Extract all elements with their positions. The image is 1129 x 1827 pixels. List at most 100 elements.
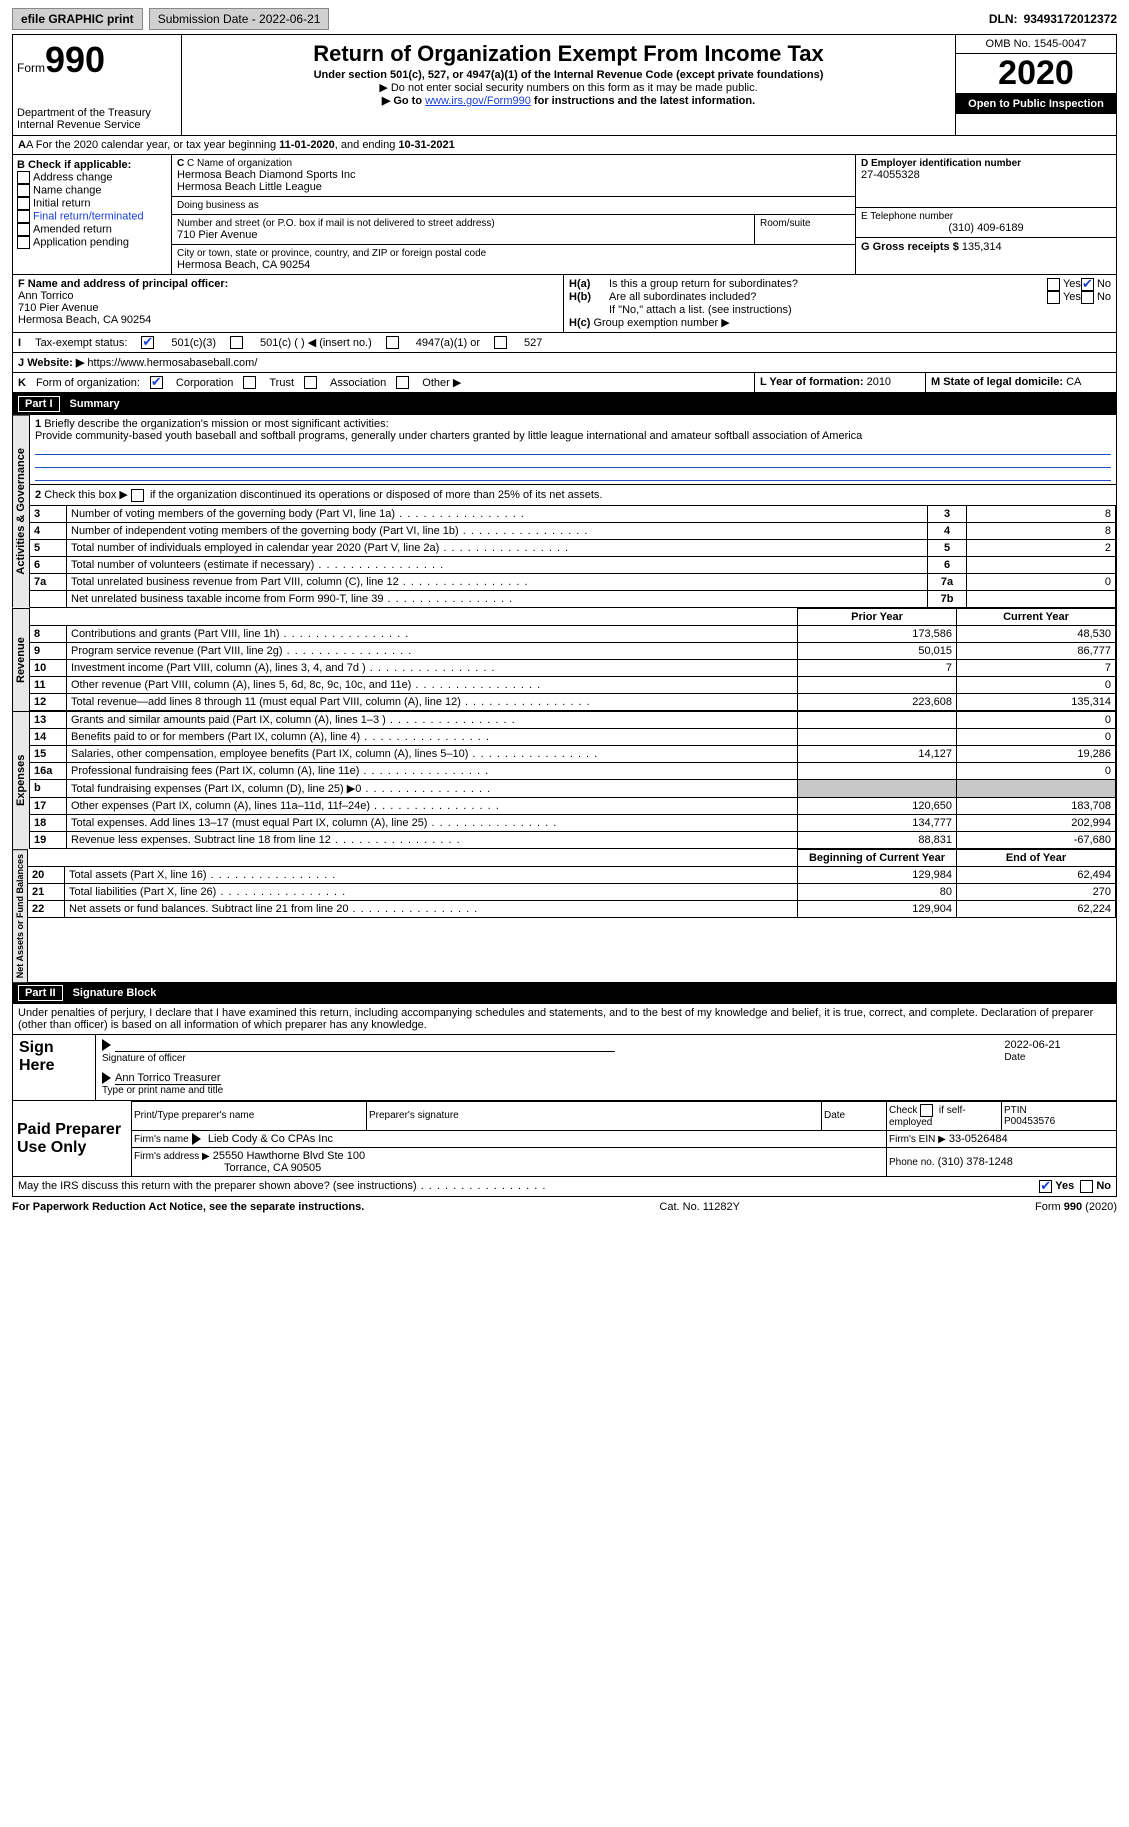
j-text: Website: ▶	[27, 357, 84, 369]
discuss-no-label: No	[1096, 1180, 1111, 1192]
yes-label: Yes	[1063, 278, 1081, 291]
opt-pending: Application pending	[33, 236, 129, 248]
opt-name: Name change	[33, 184, 102, 196]
hc-text: Group exemption number ▶	[593, 317, 729, 329]
check-527[interactable]	[494, 336, 507, 349]
ptin-value: P00453576	[1004, 1116, 1055, 1127]
box-g-label: G Gross receipts $	[861, 241, 959, 253]
form-number: 990	[45, 39, 105, 80]
line-a-mid: , and ending	[335, 139, 399, 151]
line-a-end: 10-31-2021	[398, 139, 454, 151]
firm-name: Lieb Cody & Co CPAs Inc	[208, 1133, 333, 1145]
check-pending[interactable]	[17, 236, 30, 249]
hb-yes[interactable]	[1047, 291, 1060, 304]
goto-suffix: for instructions and the latest informat…	[531, 95, 755, 107]
addr-label: Number and street (or P.O. box if mail i…	[177, 218, 749, 229]
footer-year: 2020	[1089, 1201, 1113, 1213]
arrow-icon-2	[102, 1072, 111, 1084]
opt-initial: Initial return	[33, 197, 90, 209]
ptin-label: PTIN	[1004, 1105, 1027, 1116]
discuss-row: May the IRS discuss this return with the…	[12, 1177, 1117, 1197]
arrow-icon	[102, 1039, 111, 1051]
firm-label: Firm's name	[134, 1134, 189, 1145]
cat-no: Cat. No. 11282Y	[659, 1201, 740, 1213]
mission-text: Provide community-based youth baseball a…	[35, 430, 1111, 442]
top-bar: efile GRAPHIC print Submission Date - 20…	[12, 8, 1117, 30]
org-name-1: Hermosa Beach Diamond Sports Inc	[177, 169, 850, 181]
q1-num: 1	[35, 418, 41, 430]
hb-label: H(b)	[569, 291, 609, 304]
efile-button[interactable]: efile GRAPHIC print	[12, 8, 143, 30]
website-url: https://www.hermosabaseball.com/	[87, 357, 257, 369]
opt-assoc: Association	[330, 377, 386, 389]
check-501c3[interactable]	[141, 336, 154, 349]
check-assoc[interactable]	[304, 376, 317, 389]
form-word: Form	[17, 61, 45, 75]
ha-yes[interactable]	[1047, 278, 1060, 291]
line-a-begin: 11-01-2020	[279, 139, 335, 151]
paid-title: Paid Preparer Use Only	[13, 1101, 132, 1176]
check-name[interactable]	[17, 184, 30, 197]
tax-year: 2020	[956, 53, 1116, 94]
i-text: Tax-exempt status:	[35, 337, 127, 349]
check-self-employed[interactable]	[920, 1104, 933, 1117]
no-label: No	[1097, 278, 1111, 291]
officer-addr: 710 Pier Avenue	[18, 302, 558, 314]
check-other[interactable]	[396, 376, 409, 389]
box-i: ITax-exempt status: 501(c)(3) 501(c) ( )…	[12, 333, 1117, 353]
ein-value: 27-4055328	[861, 169, 1111, 181]
prep-name-hdr: Print/Type preparer's name	[132, 1101, 367, 1130]
preparer-table: Paid Preparer Use Only Print/Type prepar…	[12, 1101, 1117, 1177]
rev-table: Prior YearCurrent Year8Contributions and…	[30, 608, 1116, 711]
tab-netassets: Net Assets or Fund Balances	[12, 849, 28, 982]
check-amended[interactable]	[17, 223, 30, 236]
check-discontinued[interactable]	[131, 489, 144, 502]
entity-block: B Check if applicable: Address change Na…	[12, 155, 1117, 275]
check-corp[interactable]	[150, 376, 163, 389]
box-c-label: C Name of organization	[187, 158, 292, 169]
l-val: 2010	[867, 376, 891, 388]
hc-label: H(c)	[569, 317, 590, 329]
yes-label-2: Yes	[1063, 291, 1081, 304]
firm-phone: (310) 378-1248	[938, 1156, 1013, 1168]
form-subtitle: Under section 501(c), 527, or 4947(a)(1)…	[186, 69, 951, 81]
officer-block: F Name and address of principal officer:…	[12, 275, 1117, 333]
discuss-yes[interactable]	[1039, 1180, 1052, 1193]
ha-text: Is this a group return for subordinates?	[609, 278, 1047, 291]
firm-ein: 33-0526484	[949, 1133, 1008, 1145]
discuss-no[interactable]	[1080, 1180, 1093, 1193]
line-a-text: A For the 2020 calendar year, or tax yea…	[26, 139, 279, 151]
firm-ein-label: Firm's EIN ▶	[889, 1134, 946, 1145]
penalty-text: Under penalties of perjury, I declare th…	[12, 1004, 1117, 1035]
goto-prefix: ▶ Go to	[382, 95, 425, 107]
check-trust[interactable]	[243, 376, 256, 389]
check-4947[interactable]	[386, 336, 399, 349]
prep-date-hdr: Date	[822, 1101, 887, 1130]
room-label: Room/suite	[754, 215, 855, 244]
opt-final: Final return/terminated	[33, 210, 144, 222]
hb-no[interactable]	[1081, 291, 1094, 304]
check-initial[interactable]	[17, 197, 30, 210]
opt-amended: Amended return	[33, 223, 112, 235]
sig-date: 2022-06-21	[1004, 1039, 1060, 1051]
opt-527: 527	[524, 337, 542, 349]
hb-note: If "No," attach a list. (see instruction…	[569, 304, 1111, 316]
instructions-link[interactable]: www.irs.gov/Form990	[425, 95, 531, 107]
sig-name-label: Type or print name and title	[102, 1085, 223, 1096]
opt-other: Other ▶	[422, 376, 461, 389]
check-final[interactable]	[17, 210, 30, 223]
sig-date-label: Date	[1004, 1052, 1025, 1063]
q1-text: Briefly describe the organization's miss…	[44, 418, 388, 430]
box-e-label: E Telephone number	[861, 211, 1111, 222]
part2-header: Part IISignature Block	[12, 982, 1117, 1004]
q2-text: Check this box ▶	[44, 489, 128, 501]
check-address[interactable]	[17, 171, 30, 184]
org-city: Hermosa Beach, CA 90254	[177, 259, 850, 271]
check-501c[interactable]	[230, 336, 243, 349]
l-label: L Year of formation:	[760, 376, 864, 388]
officer-city: Hermosa Beach, CA 90254	[18, 314, 558, 326]
k-text: Form of organization:	[36, 377, 140, 389]
dba-label: Doing business as	[172, 197, 855, 215]
ha-no[interactable]	[1081, 278, 1094, 291]
firm-addr-label: Firm's address ▶	[134, 1151, 210, 1162]
